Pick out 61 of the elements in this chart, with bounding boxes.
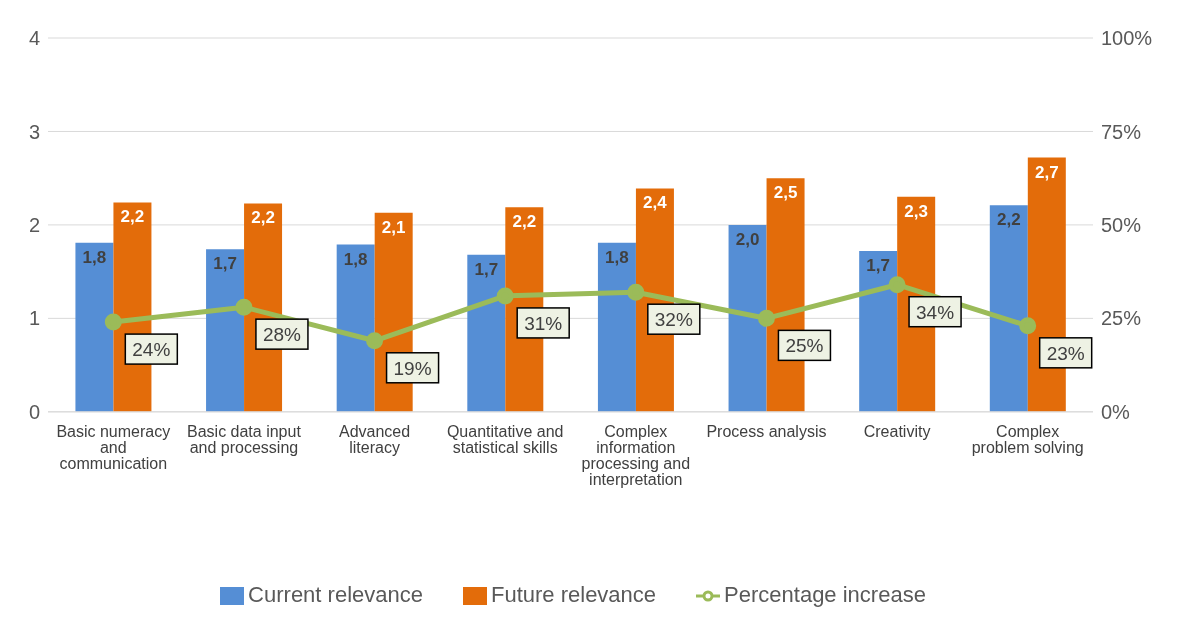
data-label: 2,2 [996,210,1021,230]
data-label: 32% [654,309,693,331]
bar [206,249,245,412]
y2-tick-label: 100% [1101,27,1153,50]
point [366,332,384,350]
y-tick-label: 0 [28,400,40,423]
data-label: 1,7 [474,259,499,279]
data-label: 2,3 [904,201,928,221]
y-tick-label: 1 [28,307,40,330]
x-tick-label: Process analysis [706,423,827,441]
point [496,287,514,305]
data-label: 1,7 [213,254,237,274]
data-label: 1,7 [866,256,890,276]
data-label: 24% [132,339,171,361]
data-label: 2,1 [381,217,406,237]
data-label: 34% [916,301,955,323]
data-label: 25% [785,335,824,357]
data-label: 1,8 [82,247,107,267]
bar [467,254,506,412]
point [757,309,775,327]
x-tick-label: Advanced literacy [338,423,411,457]
y-tick-label: 4 [28,27,40,50]
bar [75,242,114,412]
data-label: 2,2 [512,212,537,232]
x-tick-label: Complex problem solving [971,423,1084,457]
data-label: 19% [393,357,432,379]
data-label: 1,8 [605,247,629,267]
y-tick-label: 2 [28,214,40,237]
data-label: 31% [524,312,563,334]
y2-tick-label: 25% [1101,307,1142,330]
y2-tick-label: 50% [1101,214,1142,237]
point [627,283,645,301]
data-label: 23% [1046,342,1085,364]
bar [597,242,636,412]
x-tick-label: Creativity [863,423,931,441]
data-label: 2,2 [251,208,275,228]
x-tick-label: Basic numeracy and communication [56,423,171,473]
bar [728,224,767,412]
y-tick-label: 3 [28,120,40,143]
point [104,313,122,331]
x-tick-label: Basic data input and processing [187,423,302,457]
data-label: 1,8 [343,249,368,269]
x-tick-label: Complex information processing and interpretation [581,423,691,489]
bar [859,251,898,412]
y2-tick-label: 75% [1101,120,1142,143]
x-tick-label: Quantitative and statistical skills [446,423,564,457]
bar [989,205,1028,412]
point [1019,317,1037,335]
point [235,298,253,316]
data-label: 2,0 [735,229,760,249]
data-label: 28% [262,324,302,346]
legend-label: Future relevance [490,581,657,607]
data-label: 2,4 [643,193,668,213]
y2-tick-label: 0% [1101,400,1131,423]
legend-label: Current relevance [248,581,423,607]
legend-label: Percentage increase [724,581,926,607]
bar [336,244,375,412]
data-label: 2,5 [773,183,798,203]
data-label: 2,2 [120,207,145,227]
point [888,276,906,294]
data-label: 2,7 [1034,162,1059,182]
